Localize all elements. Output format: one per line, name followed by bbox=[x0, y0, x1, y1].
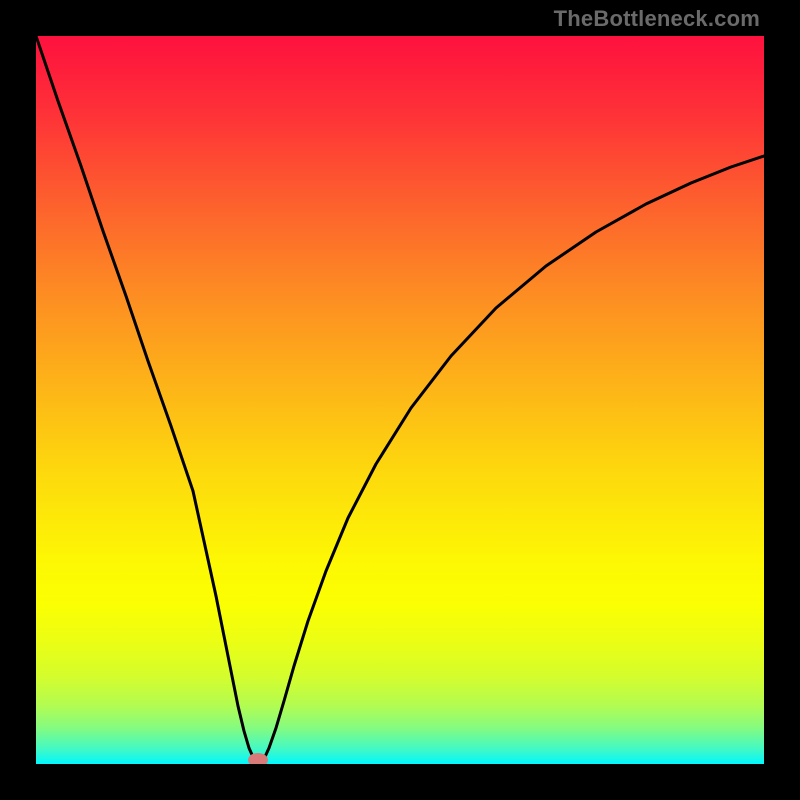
watermark-text: TheBottleneck.com bbox=[554, 6, 760, 32]
bottleneck-curve bbox=[36, 36, 764, 764]
chart-frame: TheBottleneck.com bbox=[0, 0, 800, 800]
curve-layer bbox=[36, 36, 764, 764]
plot-area bbox=[36, 36, 764, 764]
